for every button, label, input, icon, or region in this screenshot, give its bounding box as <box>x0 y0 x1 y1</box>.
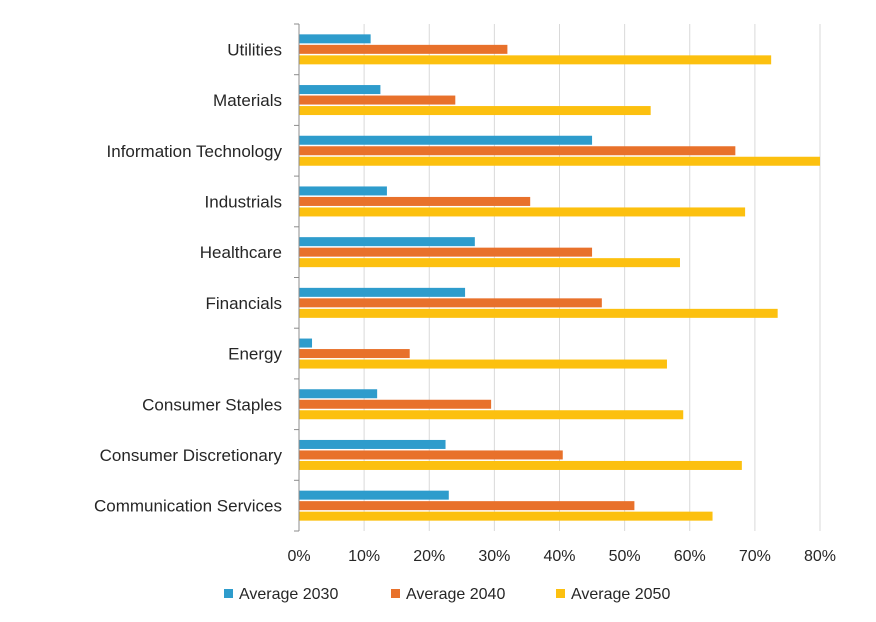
x-tick-label: 60% <box>674 548 706 565</box>
x-tick-label: 40% <box>543 548 575 565</box>
x-tick-label: 80% <box>804 548 836 565</box>
x-tick-label: 10% <box>348 548 380 565</box>
bar-materials-average-2040 <box>299 95 456 105</box>
bar-financials-average-2040 <box>299 298 602 308</box>
x-tick-label: 0% <box>287 548 310 565</box>
bar-communication-services-average-2030 <box>299 490 449 500</box>
category-label-information-technology: Information Technology <box>107 142 283 161</box>
bar-energy-average-2050 <box>299 359 667 369</box>
bar-communication-services-average-2040 <box>299 501 635 511</box>
x-tick-label: 20% <box>413 548 445 565</box>
category-label-industrials: Industrials <box>205 192 282 211</box>
bar-utilities-average-2040 <box>299 44 508 54</box>
bar-financials-average-2050 <box>299 308 778 318</box>
legend-label-average-2040: Average 2040 <box>406 586 505 603</box>
x-tick-label: 30% <box>478 548 510 565</box>
category-label-consumer-discretionary: Consumer Discretionary <box>100 446 283 465</box>
bar-consumer-discretionary-average-2040 <box>299 450 563 460</box>
bar-communication-services-average-2050 <box>299 511 713 521</box>
bar-energy-average-2030 <box>299 338 313 348</box>
category-label-consumer-staples: Consumer Staples <box>142 395 282 414</box>
legend-swatch-average-2050 <box>556 589 565 598</box>
category-labels: Utilities Materials Information Technology… <box>94 40 283 515</box>
bar-materials-average-2030 <box>299 85 381 95</box>
bar-industrials-average-2030 <box>299 186 387 196</box>
bar-consumer-staples-average-2050 <box>299 410 684 420</box>
legend-label-average-2030: Average 2030 <box>239 586 338 603</box>
category-label-communication-services: Communication Services <box>94 497 282 516</box>
legend: Average 2030 Average 2040 Average 2050 <box>224 586 670 603</box>
x-tick-labels: 0% 10% 20% 30% 40% 50% 60% 70% 80% <box>287 548 836 565</box>
bar-industrials-average-2040 <box>299 196 531 206</box>
x-tick-label: 70% <box>739 548 771 565</box>
bar-information-technology-average-2030 <box>299 135 593 145</box>
x-tick-label: 50% <box>609 548 641 565</box>
bar-energy-average-2040 <box>299 349 410 359</box>
bar-financials-average-2030 <box>299 287 466 297</box>
bar-consumer-discretionary-average-2030 <box>299 439 446 449</box>
bar-utilities-average-2030 <box>299 34 371 44</box>
bar-healthcare-average-2050 <box>299 258 680 268</box>
bar-consumer-discretionary-average-2050 <box>299 460 742 470</box>
category-label-energy: Energy <box>228 345 282 364</box>
bar-information-technology-average-2050 <box>299 156 820 166</box>
axes <box>294 23 300 532</box>
category-label-healthcare: Healthcare <box>200 243 282 262</box>
legend-swatch-average-2040 <box>391 589 400 598</box>
bar-healthcare-average-2030 <box>299 237 475 247</box>
category-label-utilities: Utilities <box>227 40 282 59</box>
bar-consumer-staples-average-2040 <box>299 399 492 409</box>
bar-healthcare-average-2040 <box>299 247 593 257</box>
legend-label-average-2050: Average 2050 <box>571 586 670 603</box>
category-label-materials: Materials <box>213 91 282 110</box>
bar-utilities-average-2050 <box>299 55 772 65</box>
bars <box>299 34 820 521</box>
category-label-financials: Financials <box>205 294 282 313</box>
bar-consumer-staples-average-2030 <box>299 389 378 399</box>
bar-information-technology-average-2040 <box>299 146 736 156</box>
bar-industrials-average-2050 <box>299 207 746 217</box>
bar-materials-average-2050 <box>299 106 651 116</box>
legend-swatch-average-2030 <box>224 589 233 598</box>
